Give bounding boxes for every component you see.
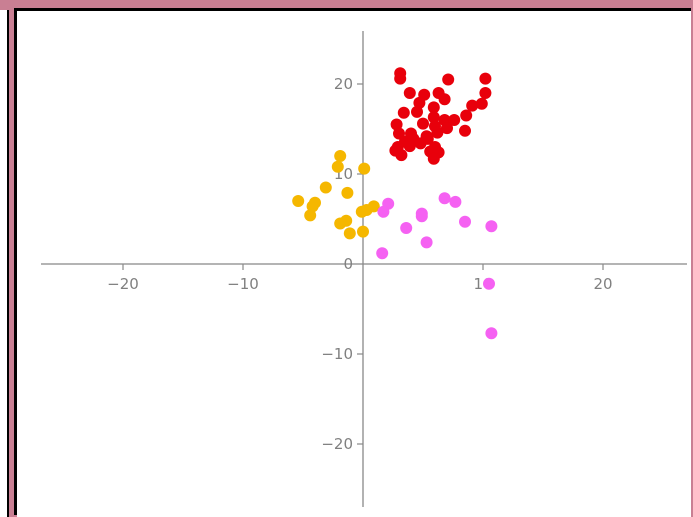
data-point xyxy=(355,205,368,218)
data-point xyxy=(334,150,347,162)
data-point xyxy=(340,214,353,227)
data-point xyxy=(376,247,389,260)
data-point xyxy=(448,114,461,126)
data-point xyxy=(479,87,492,99)
data-point xyxy=(343,227,356,240)
x-tick-label: −20 xyxy=(107,275,139,293)
data-point xyxy=(442,73,455,86)
data-points xyxy=(292,67,498,340)
data-point xyxy=(397,106,410,119)
data-point xyxy=(319,181,332,194)
data-point xyxy=(459,215,471,228)
data-point xyxy=(466,99,479,112)
data-point xyxy=(395,149,408,162)
plot-canvas: −20 −10 10 20 −20 −10 0 10 20 xyxy=(17,11,691,517)
data-point xyxy=(417,117,429,130)
data-point xyxy=(475,97,488,110)
left-panel-edge xyxy=(0,10,9,517)
data-point xyxy=(377,205,390,218)
data-point xyxy=(479,72,492,85)
data-point xyxy=(394,72,407,85)
data-point xyxy=(304,209,317,222)
data-point xyxy=(415,210,428,223)
data-point xyxy=(485,327,498,340)
data-point xyxy=(390,118,403,131)
data-point xyxy=(438,192,451,205)
y-tick-label: 0 xyxy=(343,255,353,273)
data-point xyxy=(420,236,433,249)
data-point xyxy=(341,186,354,199)
y-tick-label: −20 xyxy=(321,435,353,453)
data-point xyxy=(403,140,416,153)
data-point xyxy=(309,196,321,209)
data-point xyxy=(449,195,462,208)
data-point xyxy=(411,105,423,118)
data-point xyxy=(460,109,473,122)
data-point xyxy=(427,111,440,124)
data-point xyxy=(459,124,471,137)
data-point xyxy=(414,137,427,150)
y-tick-label: −10 xyxy=(321,345,353,363)
data-point xyxy=(292,195,305,207)
tick-marks xyxy=(122,83,604,445)
data-point xyxy=(438,93,451,106)
data-point xyxy=(358,162,371,175)
x-tick-label: −10 xyxy=(227,275,259,293)
y-tick-label: 20 xyxy=(334,75,353,93)
data-point xyxy=(413,96,426,109)
data-point xyxy=(431,126,444,139)
axes xyxy=(41,31,687,507)
data-point xyxy=(427,152,440,165)
data-point xyxy=(403,87,416,99)
data-point xyxy=(485,220,498,233)
data-point xyxy=(427,101,440,114)
data-point xyxy=(331,160,344,173)
data-point xyxy=(400,222,413,234)
data-point xyxy=(441,122,453,135)
x-tick-label: 20 xyxy=(593,275,612,293)
plot-frame: −20 −10 10 20 −20 −10 0 10 20 xyxy=(14,8,691,517)
data-point xyxy=(483,277,495,290)
data-point xyxy=(357,225,369,238)
